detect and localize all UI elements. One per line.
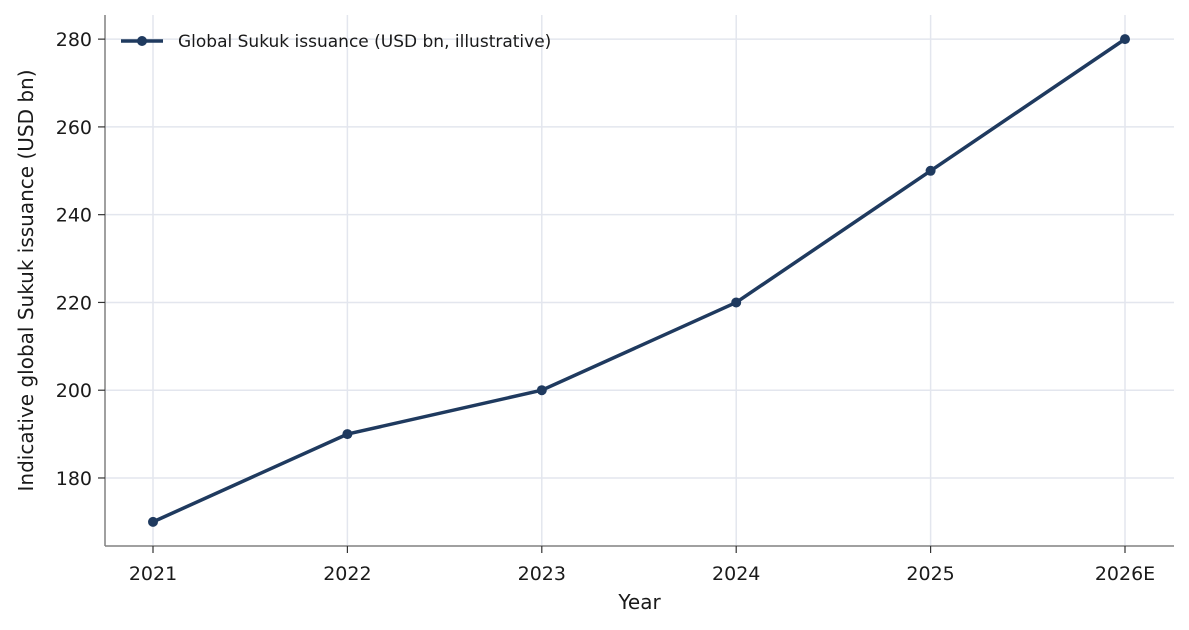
axes	[104, 15, 1174, 547]
y-ticks: 180 200 220 240 260 280	[56, 29, 105, 490]
legend-label: Global Sukuk issuance (USD bn, illustrat…	[178, 32, 551, 52]
y-tick-label: 200	[56, 380, 92, 402]
x-tick-label: 2023	[518, 563, 566, 585]
x-ticks: 2021 2022 2023 2024 2025 2026E	[129, 546, 1155, 585]
y-axis-title: Indicative global Sukuk issuance (USD bn…	[14, 69, 38, 491]
data-point	[925, 165, 936, 176]
data-point	[148, 516, 158, 527]
x-axis-title: Year	[617, 590, 661, 614]
x-tick-label: 2022	[323, 563, 371, 585]
y-tick-label: 220	[56, 292, 92, 314]
y-tick-label: 240	[56, 205, 92, 227]
x-tick-label: 2024	[712, 563, 760, 585]
x-tick-label: 2021	[129, 563, 177, 585]
data-point	[731, 297, 742, 308]
y-tick-label: 260	[56, 117, 92, 139]
series	[148, 34, 1130, 527]
x-tick-label: 2026E	[1095, 563, 1155, 585]
y-tick-label: 280	[56, 29, 92, 51]
legend-marker	[137, 36, 147, 46]
data-point	[342, 429, 353, 440]
legend: Global Sukuk issuance (USD bn, illustrat…	[121, 32, 551, 52]
y-tick-label: 180	[56, 468, 92, 490]
data-point	[1120, 34, 1130, 45]
series-line	[151, 37, 1127, 524]
x-tick-label: 2025	[906, 563, 954, 585]
data-point	[536, 385, 547, 396]
grid	[105, 15, 1174, 546]
